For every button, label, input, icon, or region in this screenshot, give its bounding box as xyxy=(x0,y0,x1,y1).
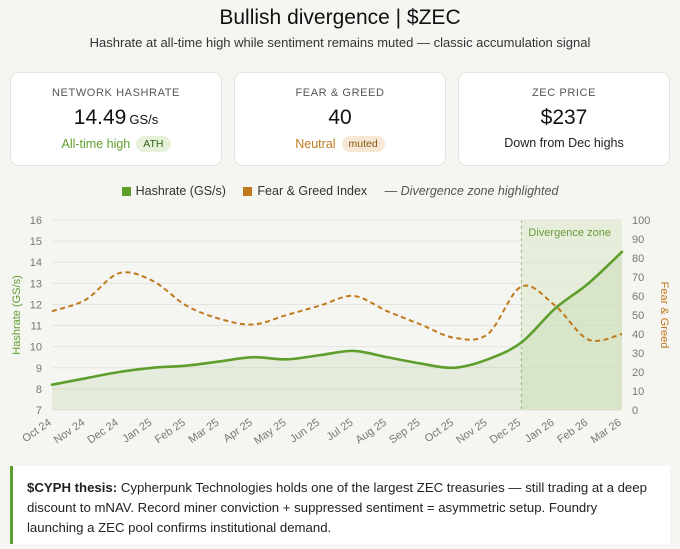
y-left-tick-8: 15 xyxy=(30,236,42,248)
x-tick-10: Aug 25 xyxy=(354,417,389,447)
hashrate-area xyxy=(52,251,622,410)
hashrate-card-value: 14.49 GS/s xyxy=(11,106,221,130)
x-tick-16: Feb 26 xyxy=(555,417,590,446)
y-left-tick-1: 8 xyxy=(36,384,42,396)
hashrate-note: All-time high xyxy=(61,137,131,151)
y-right-axis-title: Fear & Greed xyxy=(658,282,670,349)
divergence-chart: Divergence zone 7 8 9 10 11 12 13 14 15 16 0 10 20 30 4… xyxy=(11,215,670,448)
x-tick-17: Mar 26 xyxy=(589,417,624,446)
x-tick-6: Apr 25 xyxy=(221,417,254,445)
y-left-tick-0: 7 xyxy=(36,405,42,417)
y-left-tick-2: 9 xyxy=(36,363,42,375)
hashrate-line xyxy=(50,250,624,386)
hashrate-card-note: All-time high ATH xyxy=(11,136,221,152)
fear-greed-card-label: FEAR & GREED xyxy=(295,87,385,99)
price-card-value: $237 xyxy=(540,106,588,129)
divergence-zone-band xyxy=(521,220,622,410)
legend-divergence: — Divergence zone highlighted xyxy=(384,184,559,198)
y-right-tick-6: 60 xyxy=(632,291,644,303)
thesis-text: Cypherpunk Technologies holds one of the… xyxy=(27,480,647,535)
x-tick-1: Nov 24 xyxy=(52,417,87,447)
y-left-tick-6: 13 xyxy=(30,278,42,290)
y-left-tick-9: 16 xyxy=(30,215,42,227)
legend-fear-greed: Fear & Greed Index xyxy=(243,184,367,198)
y-right-tick-0: 0 xyxy=(632,405,638,417)
y-right-tick-5: 50 xyxy=(632,310,644,322)
price-card-note: Down from Dec highs xyxy=(504,136,624,150)
y-right-tick-8: 80 xyxy=(632,253,644,265)
hashrate-unit: GS/s xyxy=(129,112,159,127)
y-right-tick-7: 70 xyxy=(632,272,644,284)
y-right-tick-1: 10 xyxy=(632,386,644,398)
y-left-tick-5: 12 xyxy=(30,299,42,311)
x-tick-15: Jan 26 xyxy=(523,417,557,446)
x-tick-9: Jul 25 xyxy=(325,417,356,444)
legend-hashrate: Hashrate (GS/s) xyxy=(121,184,226,198)
thesis-label: $CYPH thesis: xyxy=(27,480,118,495)
hashrate-card: NETWORK HASHRATE 14.49 GS/s All-time high… xyxy=(10,72,222,166)
y-right-tick-2: 20 xyxy=(632,367,644,379)
legend-hashrate-label: Hashrate (GS/s) xyxy=(135,184,226,198)
y-right-tick-9: 90 xyxy=(632,234,644,246)
x-tick-11: Sep 25 xyxy=(387,417,422,447)
fear-greed-note: Neutral xyxy=(295,137,336,151)
divergence-zone-label: Divergence zone xyxy=(528,227,611,239)
price-card-label: ZEC PRICE xyxy=(531,87,597,99)
x-tick-12: Oct 25 xyxy=(423,417,456,445)
x-tick-7: May 25 xyxy=(252,417,288,448)
muted-badge: muted xyxy=(341,136,385,152)
y-right-tick-10: 100 xyxy=(632,215,650,227)
page-subtitle: Hashrate at all-time high while sentimen… xyxy=(89,35,591,50)
x-tick-5: Mar 25 xyxy=(186,417,221,446)
x-tick-4: Feb 25 xyxy=(153,417,188,446)
hashrate-value: 14.49 xyxy=(73,106,127,129)
y-left-tick-3: 10 xyxy=(30,342,42,354)
y-left-tick-7: 14 xyxy=(30,257,42,269)
hashrate-card-label: NETWORK HASHRATE xyxy=(52,87,180,99)
y-left-tick-4: 11 xyxy=(31,321,42,333)
x-tick-13: Nov 25 xyxy=(454,417,489,447)
price-card: ZEC PRICE $237 Down from Dec highs xyxy=(458,72,670,166)
x-tick-0: Oct 24 xyxy=(20,417,53,445)
x-tick-3: Jan 25 xyxy=(120,417,154,446)
x-tick-8: Jun 25 xyxy=(288,417,322,446)
page-title: Bullish divergence | $ZEC xyxy=(219,6,461,29)
y-right-tick-4: 40 xyxy=(632,329,644,341)
chart-legend: Hashrate (GS/s) Fear & Greed Index — Div… xyxy=(0,184,680,198)
thesis-box: $CYPH thesis: Cypherpunk Technologies ho… xyxy=(10,466,670,544)
fear-greed-card-value: 40 xyxy=(328,106,352,129)
y-left-axis-title: Hashrate (GS/s) xyxy=(11,275,23,354)
legend-hashrate-swatch xyxy=(121,187,131,196)
x-tick-14: Dec 25 xyxy=(488,417,523,447)
legend-fear-greed-label: Fear & Greed Index xyxy=(257,184,368,198)
legend-fear-greed-swatch xyxy=(243,187,253,196)
fear-greed-card-note: Neutral muted xyxy=(235,136,445,152)
fear-greed-line xyxy=(51,271,623,342)
ath-badge: ATH xyxy=(136,136,171,152)
fear-greed-card: FEAR & GREED 40 Neutral muted xyxy=(234,72,446,166)
y-right-tick-3: 30 xyxy=(632,348,644,360)
x-tick-2: Dec 24 xyxy=(85,417,120,447)
